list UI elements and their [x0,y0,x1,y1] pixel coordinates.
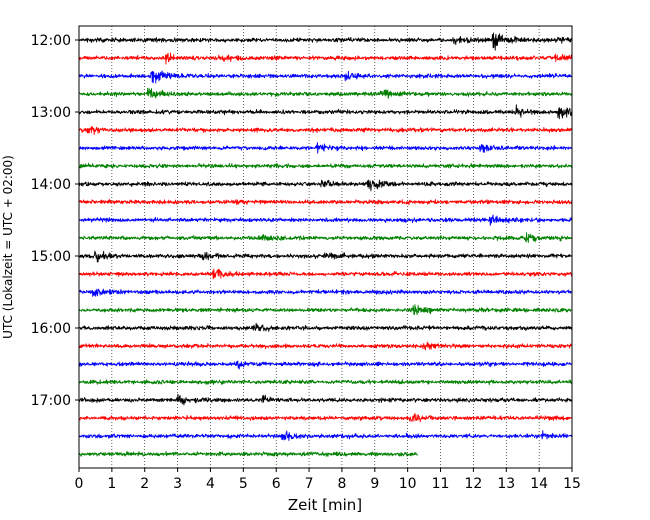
trace-1430 [78,214,573,226]
trace-1715 [78,413,573,423]
trace-1645 [78,379,573,386]
x-tick-label-14: 14 [530,476,548,492]
trace-1530 [78,288,573,297]
x-tick-label-6: 6 [272,476,281,492]
trace-1515 [78,268,573,280]
y-tick-label-5: 17:00 [31,393,71,409]
x-tick-label-0: 0 [75,476,84,492]
trace-1700 [78,393,573,406]
y-axis-label: UTC (Lokalzeit = UTC + 02:00) [1,155,15,339]
y-axis-ticks: 12:00 13:00 14:00 15:00 16:00 17:00 [31,33,79,409]
y-tick-label-3: 15:00 [31,249,71,265]
x-tick-label-8: 8 [337,476,346,492]
x-tick-label-12: 12 [464,476,482,492]
trace-1615 [78,341,573,351]
trace-1345 [78,162,573,169]
trace-1600 [78,322,573,332]
trace-1745 [78,451,418,457]
trace-1545 [78,304,573,316]
trace-1215 [78,52,573,65]
seismogram-traces [78,32,573,457]
y-tick-label-0: 12:00 [31,33,71,49]
trace-1415 [78,198,573,206]
y-tick-label-1: 13:00 [31,105,71,121]
x-tick-label-3: 3 [173,476,182,492]
plot-frame [78,25,573,469]
trace-1330 [78,142,573,154]
x-axis-label: Zeit [min] [288,496,362,514]
y-tick-label-2: 14:00 [31,177,71,193]
x-tick-label-4: 4 [206,476,215,492]
trace-1245 [78,87,573,99]
trace-1445 [78,232,573,244]
trace-1500 [78,250,573,263]
trace-1730 [78,430,573,441]
x-tick-label-2: 2 [140,476,149,492]
trace-1230 [78,70,573,84]
x-axis-ticks: 0 1 2 3 4 5 6 7 8 9 10 11 12 13 14 15 [75,468,581,492]
x-tick-label-7: 7 [305,476,314,492]
trace-1315 [78,126,573,136]
x-tick-label-10: 10 [399,476,417,492]
trace-1400 [78,179,573,192]
x-tick-label-1: 1 [107,476,116,492]
trace-1200 [78,32,573,51]
trace-1630 [78,360,573,370]
x-tick-label-5: 5 [239,476,248,492]
x-tick-label-9: 9 [370,476,379,492]
x-tick-label-13: 13 [497,476,515,492]
y-tick-label-4: 16:00 [31,321,71,337]
x-tick-label-11: 11 [432,476,450,492]
trace-1300 [78,104,573,120]
x-tick-label-15: 15 [563,476,581,492]
